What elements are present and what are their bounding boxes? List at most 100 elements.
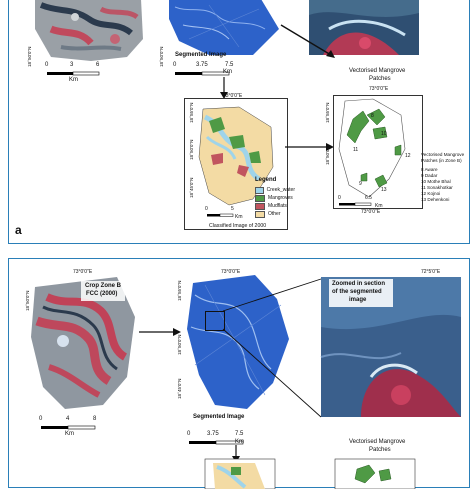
patch-label-12: 12 (405, 153, 411, 159)
segmented-scale-bar-a (175, 71, 230, 76)
classified-scale-0: 0 (205, 206, 208, 212)
patch-label-9: 9 (359, 181, 362, 187)
legend-label: Other (268, 211, 281, 217)
fcc-scale-6: 6 (96, 62, 100, 68)
legend-swatch (255, 202, 265, 210)
patch-list-item: 8 Aware (421, 167, 438, 172)
patch-label-10: 10 (381, 131, 387, 137)
fcc-scale-unit: Km (69, 77, 78, 83)
classified-b-partial (204, 458, 276, 489)
vectorised-lon-top: 73°0'0"E (369, 86, 389, 92)
vectorised-scale-0: 0 (338, 195, 341, 201)
segmented-image-a (169, 0, 279, 55)
vectorised-title-1: Vectorised Mangrove (349, 68, 406, 74)
fcc-b-scale-0: 0 (39, 416, 43, 422)
arrow-to-zoom-a (280, 24, 335, 58)
zoom-b-caption-box (329, 279, 393, 307)
zoom-b-caption-2: of the segmented (332, 289, 382, 295)
seg-b-scale-375: 3.75 (207, 431, 219, 437)
fcc-b-scale-4: 4 (66, 416, 70, 422)
zoom-photo-a (309, 0, 419, 55)
fcc-scale-0: 0 (45, 62, 49, 68)
legend-item: Other (255, 210, 295, 218)
seg-b-scale-unit: Km (235, 439, 244, 445)
fcc-b-title-2: FCC (2000) (86, 291, 118, 297)
fcc-lat-label: 18°50'0"N (27, 46, 32, 67)
classified-scale-unit: Km (235, 214, 243, 220)
legend-label: Mangroves (268, 195, 293, 201)
panel-letter-a: a (15, 223, 22, 237)
fcc-image-2000 (35, 0, 143, 61)
classified-scale-bar (207, 213, 234, 217)
zoom-b-lon: 72°5'0"E (421, 269, 441, 275)
legend: Creek_water Mangroves Mudflats Other (255, 186, 295, 218)
vectorised-b-title-2: Patches (369, 447, 391, 453)
legend-swatch (255, 210, 265, 218)
fcc-b-scale-bar (41, 425, 96, 430)
segmented-scale-unit: Km (223, 69, 232, 75)
vectorised-scale-65: 6.5 (365, 195, 372, 201)
seg-b-scale-75: 7.5 (235, 431, 244, 437)
segmented-title-a: Segmented Image (175, 52, 227, 58)
vectorised-b-partial (334, 458, 416, 489)
fcc-scale-bar (47, 71, 100, 76)
patch-list-item: 11 Sonakhotkar (421, 185, 453, 190)
zoom-connector-lines (222, 278, 322, 418)
arrow-fcc-to-seg-b (139, 328, 181, 336)
vectorised-lat-2: 18°50'0"N (325, 144, 330, 165)
panel-b: 73°0'0"E 18°50'0"N Crop Zone B FCC (2000… (8, 258, 470, 489)
fcc-b-lon: 73°0'0"E (73, 269, 93, 275)
vectorised-b-title-1: Vectorised Mangrove (349, 439, 406, 445)
patch-label-13: 13 (381, 187, 387, 193)
fcc-b-title-box (81, 281, 125, 301)
zoom-b-caption-1: Zoomed in section (332, 281, 386, 287)
classified-scale-5: 5 (231, 206, 234, 212)
seg-b-scale-bar (189, 440, 244, 445)
vectorised-scale-bar (339, 202, 372, 206)
patch-list-title-2: Patches (in Zone B) (421, 158, 462, 163)
segmented-lat-label: 18°50'0"N (159, 46, 164, 67)
legend-item: Creek_water (255, 186, 295, 194)
classified-lat-2: 18°50'0"N (189, 139, 194, 160)
legend-swatch (255, 186, 264, 194)
vectorised-scale-unit: Km (375, 203, 383, 209)
seg-b-title: Segmented Image (193, 414, 245, 420)
segmented-scale-75: 7.5 (225, 62, 234, 68)
fcc-b-scale-8: 8 (93, 416, 97, 422)
classified-lat-3: 18°45'0"N (189, 177, 194, 198)
patch-list-item: 12 Kojnoi (421, 191, 441, 196)
patch-label-8: 8 (371, 113, 374, 119)
patch-list-title-1: Vectorised Mangrove (421, 152, 465, 157)
classified-lon-top: 73°0'0"E (223, 93, 243, 99)
seg-b-zoom-box (205, 311, 225, 331)
classified-caption: Classified Image of 2000 (209, 223, 267, 229)
legend-label: Creek_water (266, 187, 295, 193)
legend-title: Legend (255, 177, 277, 183)
vectorised-map (338, 98, 406, 198)
seg-b-scale-0: 0 (187, 431, 191, 437)
zoom-b-caption-3: image (349, 297, 367, 303)
arrow-down-a (220, 77, 228, 99)
arrow-right-a (285, 143, 334, 151)
fcc-scale-3: 3 (70, 62, 74, 68)
segmented-scale-375: 3.75 (196, 62, 208, 68)
fcc-b-scale-unit: Km (65, 431, 74, 437)
fcc-b-title-1: Crop Zone B (85, 283, 121, 289)
seg-b-lon: 73°0'0"E (221, 269, 241, 275)
vectorised-lat-1: 18°55'0"N (325, 102, 330, 123)
panel-a: 18°50'0"N 0 3 6 Km 18°50'0"N Segmented I… (8, 0, 470, 244)
patch-list-item: 13 Dehenkoni (421, 197, 450, 202)
patch-label-11: 11 (353, 147, 359, 153)
vectorised-lon-bottom: 73°0'0"E (361, 209, 381, 215)
segmented-scale-0: 0 (173, 62, 177, 68)
patch-list-item: 10 Mothe Bhal (421, 179, 451, 184)
legend-item: Mangroves (255, 194, 295, 202)
legend-label: Mudflats (268, 203, 287, 209)
vectorised-title-2: Patches (369, 76, 391, 82)
fcc-b-image (31, 277, 135, 409)
legend-item: Mudflats (255, 202, 295, 210)
patch-list: 8 Aware 9 Dadar 10 Mothe Bhal 11 Sonakhotka… (421, 167, 469, 203)
legend-swatch (255, 194, 265, 202)
classified-lat-1: 18°55'0"N (189, 102, 194, 123)
patch-list-item: 9 Dadar (421, 173, 438, 178)
